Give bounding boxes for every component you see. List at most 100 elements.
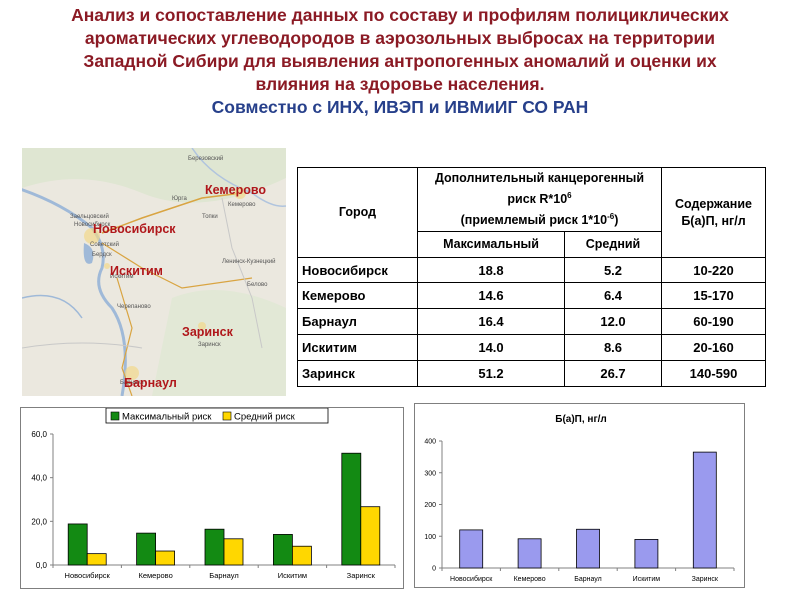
legend-swatch: [110, 411, 120, 421]
cell-bap: 15-170: [661, 282, 766, 309]
x-tick-label: Новосибирск: [450, 575, 493, 583]
bar: [341, 452, 362, 566]
table-row: Искитим 14.0 8.6 20-160: [297, 334, 766, 361]
map-background: Березовский Кемерово Юрга Топки Новосиби…: [22, 148, 286, 396]
title-line: Анализ и сопоставление данных по составу…: [71, 5, 729, 25]
cell-avg: 26.7: [564, 360, 662, 387]
x-tick-label: Кемерово: [514, 576, 546, 583]
map-small-label: Искитим: [110, 274, 134, 280]
y-tick-label: 0,0: [36, 561, 48, 570]
legend-label: Средний риск: [234, 412, 296, 423]
cell-city: Искитим: [297, 334, 418, 361]
bar: [576, 528, 600, 569]
table-row: Барнаул 16.4 12.0 60-190: [297, 308, 766, 335]
map-label-zarinsk: Заринск: [182, 325, 233, 339]
x-tick-label: Барнаул: [209, 571, 238, 580]
map-label-iskitim: Искитим: [110, 264, 163, 278]
bar: [272, 534, 293, 566]
cell-city: Новосибирск: [297, 257, 418, 283]
header-bap-line1: Содержание: [674, 196, 752, 211]
cell-max: 18.8: [417, 257, 565, 283]
risk-chart: 0,0 20,0 40,0 60,0 Новосибирск Кемерово Барнау…: [20, 407, 404, 589]
bar: [155, 550, 176, 566]
x-tick-label: Барнаул: [574, 576, 602, 583]
header-risk-exp: 6: [567, 190, 572, 200]
table-row: Новосибирск 18.8 5.2 10-220: [297, 257, 766, 283]
cell-city: Кемерово: [297, 282, 418, 309]
title-line: ароматических углеводородов в аэрозольны…: [84, 28, 716, 48]
risk-table: Город Дополнительный канцерогенный риск …: [297, 167, 766, 387]
risk-chart-svg: 0,0 20,0 40,0 60,0 Новосибирск Кемерово Барнау…: [31, 408, 396, 580]
header-max: Максимальный: [417, 231, 565, 258]
x-tick-label: Кемерово: [138, 571, 172, 580]
bar: [67, 523, 88, 566]
y-tick-label: 60,0: [31, 430, 47, 439]
cell-max: 16.4: [417, 308, 565, 335]
page-subtitle: Совместно с ИНХ, ИВЭП и ИВМиИГ СО РАН: [211, 97, 589, 117]
map-small-label: Топки: [202, 214, 218, 220]
bar: [459, 529, 484, 569]
bar: [223, 538, 244, 566]
y-tick-label: 300: [424, 470, 436, 477]
header-risk-accept-exp: -6: [607, 212, 615, 221]
cell-city: Барнаул: [297, 308, 418, 335]
cell-bap: 60-190: [661, 308, 766, 335]
chart-title: Б(а)П, нг/л: [555, 414, 607, 425]
table-row: Заринск 51.2 26.7 140-590: [297, 360, 766, 387]
legend-swatch: [222, 411, 232, 421]
title-line: влияния на здоровье населения.: [255, 74, 545, 94]
y-tick-label: 400: [424, 439, 436, 446]
bap-chart-svg: Б(а)П, нг/л 0 100 200 300 400 Новосибирск Кемер…: [424, 414, 735, 583]
header-bap: Содержание Б(а)П, нг/л: [661, 167, 766, 258]
header-risk-accept-close: ): [614, 213, 619, 228]
cell-bap: 140-590: [661, 360, 766, 387]
bap-chart: Б(а)П, нг/л 0 100 200 300 400 Новосибирск Кемер…: [414, 403, 745, 588]
cell-max: 14.0: [417, 334, 565, 361]
header-avg: Средний: [564, 231, 662, 258]
map-small-label: Ленинск-Кузнецкий: [222, 258, 276, 265]
cell-max: 51.2: [417, 360, 565, 387]
bar: [136, 532, 156, 566]
y-tick-label: 200: [424, 502, 436, 509]
map-small-label: Березовский: [188, 155, 223, 162]
y-tick-label: 40,0: [31, 474, 47, 483]
cell-bap: 10-220: [661, 257, 766, 283]
region-map: Березовский Кемерово Юрга Топки Новосиби…: [22, 148, 286, 396]
cell-avg: 5.2: [564, 257, 662, 283]
bar: [291, 545, 312, 566]
map-label-barnaul: Барнаул: [124, 376, 177, 390]
cell-city: Заринск: [297, 360, 418, 387]
table-row: Кемерово 14.6 6.4 15-170: [297, 282, 766, 309]
x-tick-label: Заринск: [692, 576, 719, 583]
header-risk-accept: (приемлемый риск 1*10: [460, 213, 608, 228]
x-tick-label: Заринск: [347, 571, 376, 580]
cell-avg: 8.6: [564, 334, 662, 361]
map-small-label: Белово: [247, 282, 268, 288]
page-title: Анализ и сопоставление данных по составу…: [0, 4, 800, 119]
map-small-label: Заринск: [198, 342, 221, 348]
map-small-label: Черепаново: [117, 304, 151, 310]
header-bap-line2: Б(а)П, нг/л: [681, 213, 746, 228]
map-small-label: Барнаул: [120, 380, 144, 386]
header-risk: Дополнительный канцерогенный риск R*106 …: [417, 167, 662, 232]
map-small-label: Кемерово: [228, 202, 256, 208]
map-small-label: Заельцовский: [70, 213, 109, 220]
map-small-label: Советский: [90, 241, 119, 248]
y-tick-label: 100: [424, 534, 436, 541]
chart-legend: Максимальный риск Средний риск: [105, 408, 329, 424]
header-risk-main: Дополнительный канцерогенный риск R*10: [434, 170, 645, 206]
bar: [634, 539, 659, 569]
y-tick-label: 20,0: [31, 517, 47, 526]
x-tick-label: Новосибирск: [65, 571, 111, 580]
map-label-kemerovo: Кемерово: [205, 183, 267, 197]
x-tick-label: Искитим: [633, 576, 661, 583]
bar: [360, 506, 381, 566]
bar: [692, 451, 717, 569]
title-line: Западной Сибири для выявления антропоген…: [83, 51, 717, 71]
bar: [517, 538, 542, 569]
map-small-label: Новосибирск: [74, 222, 111, 228]
map-small-label: Бердск: [92, 252, 112, 258]
x-tick-label: Искитим: [278, 571, 307, 580]
cell-bap: 20-160: [661, 334, 766, 361]
map-label-novosibirsk: Новосибирск: [93, 222, 176, 236]
